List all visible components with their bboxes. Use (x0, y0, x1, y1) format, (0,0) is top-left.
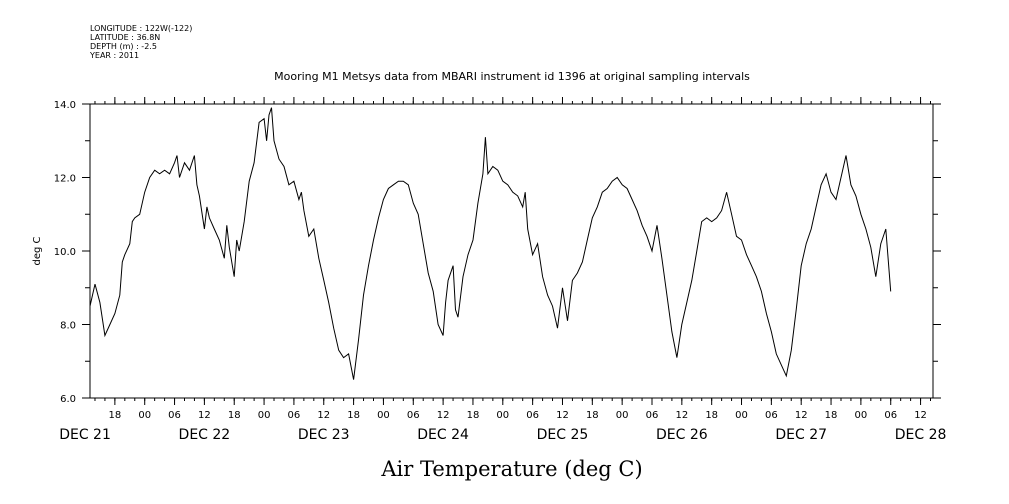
x-tick-label: 18 (705, 410, 718, 421)
series-line-air-temperature (89, 107, 892, 380)
meta-latitude: LATITUDE : 36.8N (90, 33, 160, 42)
metadata-block: LONGITUDE : 122W(-122) LATITUDE : 36.8N … (89, 24, 192, 60)
x-tick-label: 12 (437, 410, 450, 421)
axis-labels: 18 00 06 12 18 00 06 12 18 00 06 12 18 00 06 12 18 00 06 12… (54, 100, 947, 443)
x-tick-label: 18 (825, 410, 838, 421)
y-tick-label: 6.0 (60, 394, 76, 405)
x-tick-label: 12 (556, 410, 569, 421)
x-tick-label: 06 (407, 410, 420, 421)
axis-ticks (82, 97, 941, 405)
x-tick-label: 18 (347, 410, 360, 421)
x-tick-label: 06 (884, 410, 897, 421)
x-tick-label: 00 (138, 410, 151, 421)
x-tick-label: 00 (377, 410, 390, 421)
x-tick-label: 18 (228, 410, 241, 421)
x-tick-label: 12 (795, 410, 808, 421)
x-day-label: DEC 27 (775, 427, 827, 443)
x-tick-label: 00 (258, 410, 271, 421)
x-tick-label: 12 (675, 410, 688, 421)
x-day-label: DEC 25 (537, 427, 589, 443)
x-day-label: DEC 26 (656, 427, 708, 443)
x-day-label: DEC 23 (298, 427, 350, 443)
meta-longitude: LONGITUDE : 122W(-122) (90, 24, 192, 33)
x-tick-label: 06 (526, 410, 539, 421)
x-day-label: DEC 21 (59, 427, 111, 443)
x-tick-label: 18 (109, 410, 122, 421)
x-tick-label: 12 (198, 410, 211, 421)
meta-depth: DEPTH (m) : -2.5 (90, 42, 157, 51)
y-tick-label: 14.0 (54, 100, 76, 111)
x-tick-label: 06 (288, 410, 301, 421)
x-tick-label: 12 (317, 410, 330, 421)
x-tick-label: 06 (168, 410, 181, 421)
x-tick-label: 00 (735, 410, 748, 421)
y-tick-label: 10.0 (54, 247, 76, 258)
x-tick-label: 06 (646, 410, 659, 421)
x-tick-label: 00 (616, 410, 629, 421)
x-day-label: DEC 24 (417, 427, 469, 443)
y-tick-label: 8.0 (60, 321, 76, 332)
chart-title: Mooring M1 Metsys data from MBARI instru… (274, 70, 750, 83)
x-tick-label: 00 (496, 410, 509, 421)
x-tick-label: 00 (855, 410, 868, 421)
meta-year: YEAR : 2011 (89, 51, 139, 60)
plot-frame (89, 103, 934, 399)
x-tick-label: 18 (586, 410, 599, 421)
x-day-label: DEC 28 (895, 427, 947, 443)
x-tick-label: 12 (914, 410, 927, 421)
x-axis-label: Air Temperature (deg C) (380, 457, 642, 481)
x-day-label: DEC 22 (179, 427, 231, 443)
x-tick-label: 06 (765, 410, 778, 421)
x-tick-label: 18 (467, 410, 480, 421)
y-tick-label: 12.0 (54, 174, 76, 185)
y-axis-label: deg C (32, 236, 43, 265)
